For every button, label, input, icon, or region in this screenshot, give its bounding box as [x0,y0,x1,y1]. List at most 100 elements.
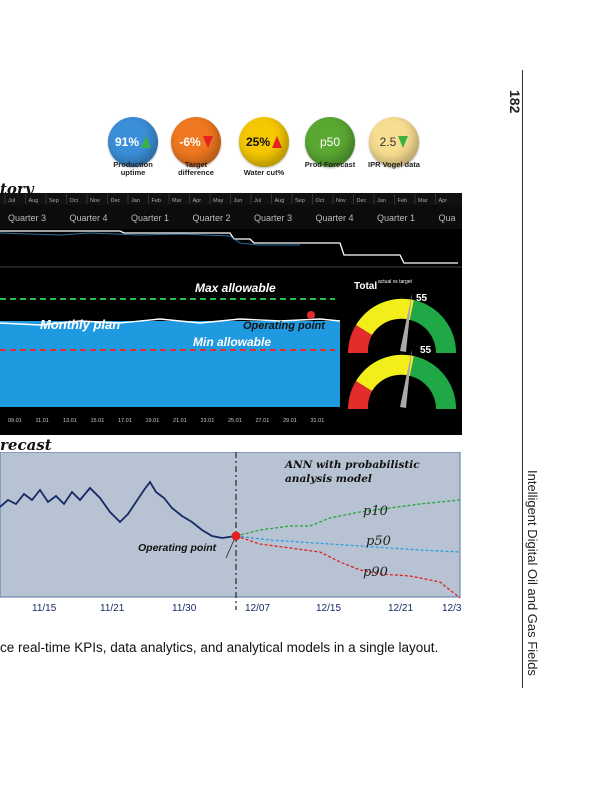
operating-point-marker [307,311,315,319]
p90-label: p90 [363,565,388,580]
forecast-x-ticks: 11/15 11/21 11/30 12/07 12/15 12/21 12/30 [32,603,462,614]
kpi-value: 91% [114,135,140,149]
kpi-value: 25% [245,135,271,149]
month-label: Mar [418,198,428,204]
x-tick-label: 11/21 [100,603,125,614]
arrow-down-icon [202,136,213,148]
p90-line [235,535,461,599]
day-label: 31.01 [311,418,325,424]
x-tick-label: 11/30 [172,603,197,614]
gauge-subtitle: actual vs target [378,279,413,285]
kpi-value: p50 [319,135,341,149]
x-tick-label: 12/15 [316,603,341,614]
monthly-plan-line [0,318,341,326]
day-label: 17.01 [118,418,132,424]
month-label: Oct [316,198,325,204]
p50-label: p50 [366,534,391,549]
history-line [0,230,458,264]
min-allowable-label: Min allowable [193,335,271,349]
margin-rule [522,70,523,688]
production-area [0,321,340,407]
forecast-operating-label: Operating point [138,542,217,554]
day-label: 19.01 [146,418,160,424]
quarter-label: Quarter 2 [193,213,231,223]
quarter-label: Quarter 1 [377,213,415,223]
month-label: Jun [234,198,243,204]
kpi-circle: p50 [305,117,355,167]
month-label: Dec [357,198,367,204]
running-head: Intelligent Digital Oil and Gas Fields [525,470,540,676]
month-label: Sep [295,198,305,204]
forecast-title: recast [0,436,52,454]
kpi-ipr-vogel: 2.5 IPR Vogel data [366,117,422,169]
kpi-water-cut: 25% Water cut% [236,117,292,177]
x-tick-label: 11/15 [32,603,57,614]
x-tick-label: 12/07 [245,603,270,614]
month-label: Oct [70,198,79,204]
forecast-chart: ANN with probabilistic analysis model Op… [0,452,462,614]
ann-annotation-line1: ANN with probabilistic [284,459,420,471]
day-label: 29.01 [283,418,297,424]
kpi-production-uptime: 91% Production uptime [105,117,161,177]
day-label: 09.01 [8,418,22,424]
kpi-circle: 2.5 [369,117,419,167]
operating-point-label: Operating point [243,320,326,332]
arrow-up-icon [272,136,283,148]
month-label: Nov [336,198,346,204]
month-label: Jul [254,198,261,204]
day-label: 15.01 [91,418,105,424]
p10-label: p10 [363,504,388,519]
month-label: Aug [29,198,39,204]
arrow-down-icon [398,136,409,148]
quarter-label: Quarter 4 [70,213,108,223]
figure-caption: ce real-time KPIs, data analytics, and a… [0,640,439,655]
quarter-labels: Quarter 3 Quarter 4 Quarter 1 Quarter 2 Quar… [8,213,456,223]
kpi-circle: 25% [239,117,289,167]
day-label: 13.01 [63,418,77,424]
month-label: Sep [49,198,59,204]
quarter-label: Quarter 1 [131,213,169,223]
gauge-1: 55 [348,293,457,353]
month-label: Jul [8,198,15,204]
quarter-label: Quarter 3 [8,213,46,223]
month-label: Feb [398,198,407,204]
quarter-label: Quarter 4 [316,213,354,223]
history-forecast-line [0,480,237,539]
kpi-circle: 91% [108,117,158,167]
x-tick-label: 12/21 [388,603,413,614]
kpi-value: 2.5 [379,135,397,149]
dashboard-svg: Jul Aug Sep Oct Nov Dec Jan Feb Mar Apr May Jun Jul A… [0,193,462,435]
kpi-label: Production uptime [113,160,153,177]
month-label: Jan [131,198,140,204]
day-labels: 09.01 11.01 13.01 15.01 17.01 19.01 21.01 23.01… [8,418,324,424]
month-label: May [213,198,224,204]
gauge-value: 55 [420,345,432,356]
ann-annotation-line2: analysis model [285,473,372,485]
kpi-value: -6% [179,135,201,149]
day-label: 21.01 [173,418,187,424]
page-number: 182 [507,90,523,114]
kpi-label: IPR Vogel data [368,160,420,169]
month-label: Apr [439,198,448,204]
month-label: Aug [275,198,285,204]
month-label: Feb [152,198,161,204]
quarter-label: Quarter 3 [254,213,292,223]
day-label: 23.01 [201,418,215,424]
month-labels: Jul Aug Sep Oct Nov Dec Jan Feb Mar Apr May Jun Jul A… [4,194,448,204]
month-label: Dec [111,198,121,204]
forecast-operating-point [231,531,241,541]
kpi-prod-forecast: p50 Prod Forecast [302,117,358,169]
arrow-up-icon [141,136,152,148]
kpi-label: Water cut% [243,168,285,177]
quarter-label: Qua [439,213,456,223]
dashboard-panel: Jul Aug Sep Oct Nov Dec Jan Feb Mar Apr May Jun Jul A… [0,193,462,435]
forecast-plot-area [0,452,461,598]
gauge-title: Total [354,281,377,292]
day-label: 25.01 [228,418,242,424]
kpi-circle: -6% [171,117,221,167]
p10-line [235,499,461,537]
gauge-2: 55 [348,345,457,409]
x-tick-label: 12/30 [442,603,462,614]
day-label: 27.01 [256,418,270,424]
gauge-value: 55 [416,293,428,304]
